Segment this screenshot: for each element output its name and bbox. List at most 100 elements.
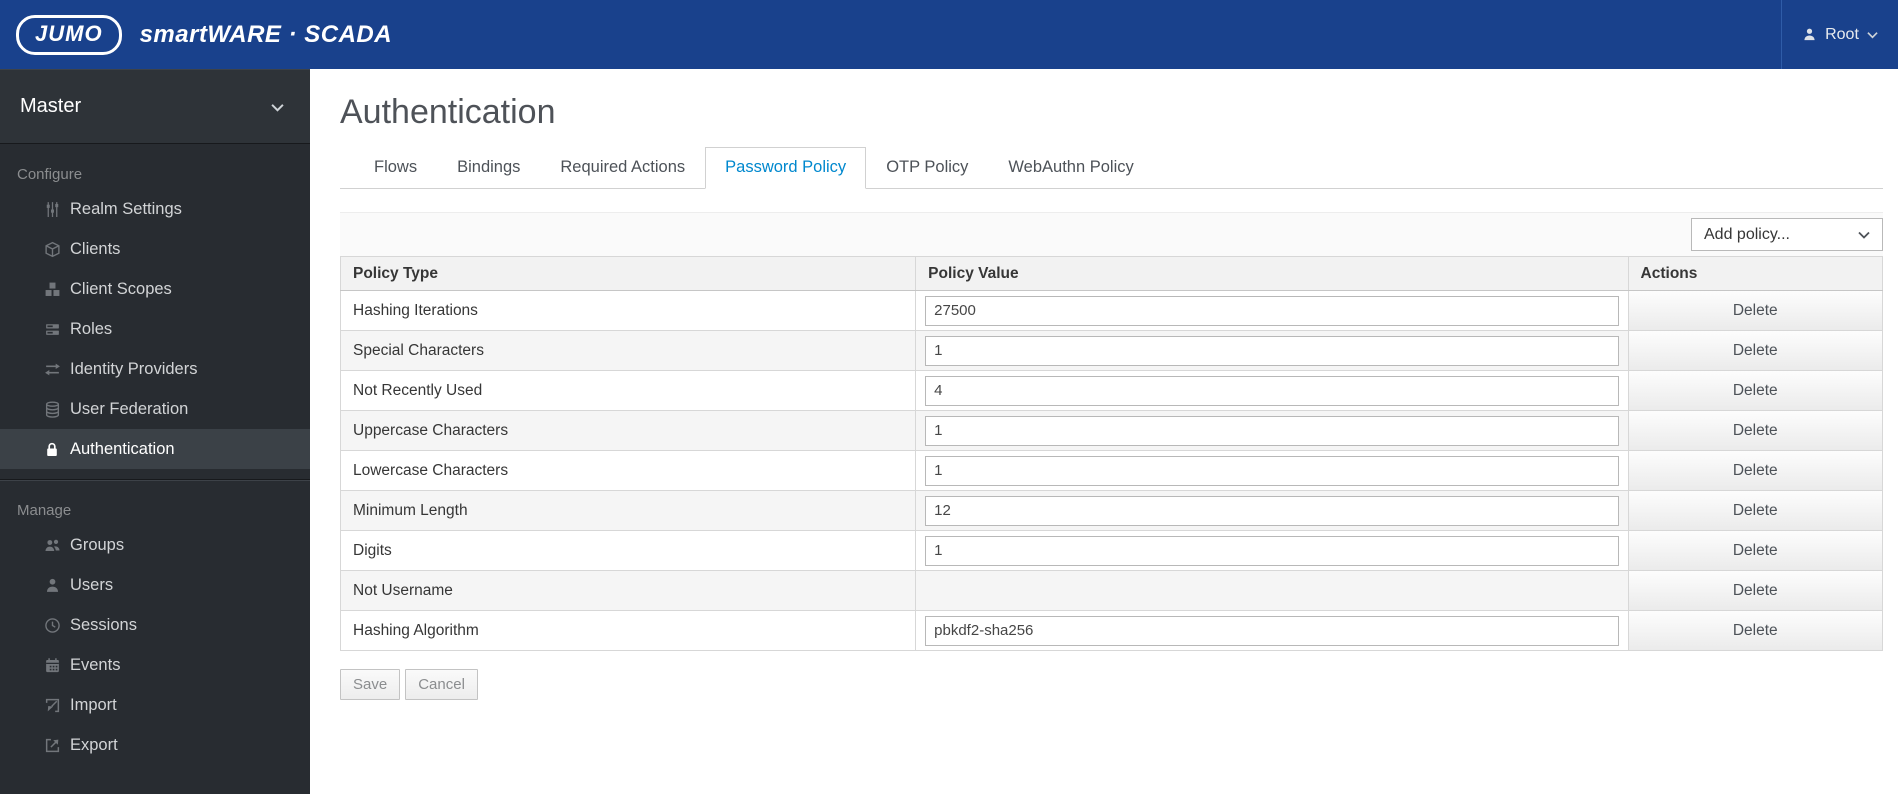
sidebar-item-label: Clients xyxy=(70,239,121,258)
policy-value-cell xyxy=(915,610,1629,651)
sidebar-divider xyxy=(0,479,310,480)
sidebar-item-groups[interactable]: Groups xyxy=(0,525,310,565)
brand: JUMO smartWARE · SCADA xyxy=(0,14,393,55)
calendar-icon xyxy=(44,657,70,674)
column-header-policy-type: Policy Type xyxy=(339,256,917,291)
product-name: smartWARE · SCADA xyxy=(139,20,393,48)
delete-button-hashing-algorithm[interactable]: Delete xyxy=(1628,611,1882,650)
actions-cell: Delete xyxy=(1627,370,1884,411)
delete-button-not-recently-used[interactable]: Delete xyxy=(1628,371,1882,410)
policy-value-cell xyxy=(915,330,1629,371)
policy-type-cell: Not Recently Used xyxy=(339,370,917,411)
policy-table: Policy Type Policy Value Actions Hashing I… xyxy=(339,256,1884,651)
cube-icon xyxy=(44,241,70,258)
delete-button-hashing-iterations[interactable]: Delete xyxy=(1628,291,1882,330)
sidebar-item-export[interactable]: Export xyxy=(0,725,310,765)
sidebar-item-users[interactable]: Users xyxy=(0,565,310,605)
sidebar-item-label: Realm Settings xyxy=(70,199,182,218)
tab-password-policy[interactable]: Password Policy xyxy=(705,147,867,189)
add-policy-select[interactable]: Add policy... xyxy=(1691,218,1883,251)
sidebar-item-authentication[interactable]: Authentication xyxy=(0,429,310,469)
sidebar-item-identity-providers[interactable]: Identity Providers xyxy=(0,349,310,389)
sidebar-item-import[interactable]: Import xyxy=(0,685,310,725)
cancel-button[interactable]: Cancel xyxy=(405,669,478,700)
policy-type-cell: Uppercase Characters xyxy=(339,410,917,451)
policy-value-input-special-characters[interactable] xyxy=(925,335,1619,366)
sidebar: Master Configure Realm Settings Clients Cli… xyxy=(0,69,310,794)
sidebar-item-label: Authentication xyxy=(70,439,175,458)
chevron-down-icon xyxy=(1867,31,1878,39)
policy-value-cell xyxy=(915,370,1629,411)
sidebar-item-user-federation[interactable]: User Federation xyxy=(0,389,310,429)
column-header-policy-value: Policy Value xyxy=(915,256,1629,291)
user-icon xyxy=(44,577,70,594)
group-icon xyxy=(44,537,70,554)
sidebar-section-manage: Manage xyxy=(17,502,72,519)
policy-type-cell: Special Characters xyxy=(339,330,917,371)
table-row-digits: Digits Delete xyxy=(339,530,1884,571)
policy-value-input-minimum-length[interactable] xyxy=(925,495,1619,526)
form-buttons: Save Cancel xyxy=(340,669,1883,700)
sidebar-item-label: Identity Providers xyxy=(70,359,198,378)
delete-button-digits[interactable]: Delete xyxy=(1628,531,1882,570)
delete-button-minimum-length[interactable]: Delete xyxy=(1628,491,1882,530)
exchange-icon xyxy=(44,361,70,378)
tab-flows[interactable]: Flows xyxy=(374,158,418,176)
policy-value-input-digits[interactable] xyxy=(925,535,1619,566)
policy-type-cell: Not Username xyxy=(339,570,917,611)
tab-required-actions[interactable]: Required Actions xyxy=(560,158,686,176)
delete-button-not-username[interactable]: Delete xyxy=(1628,571,1882,610)
actions-cell: Delete xyxy=(1627,290,1884,331)
tab-webauthn-policy[interactable]: WebAuthn Policy xyxy=(1008,158,1134,176)
policy-value-cell xyxy=(915,530,1629,571)
policy-type-cell: Hashing Iterations xyxy=(339,290,917,331)
sidebar-item-label: Sessions xyxy=(70,615,137,634)
table-row-hashing-algorithm: Hashing Algorithm Delete xyxy=(339,610,1884,651)
sidebar-item-clients[interactable]: Clients xyxy=(0,229,310,269)
sidebar-item-client-scopes[interactable]: Client Scopes xyxy=(0,269,310,309)
server-icon xyxy=(44,321,70,338)
policy-value-cell xyxy=(915,570,1629,611)
table-toolbar: Add policy... xyxy=(340,212,1883,256)
export-icon xyxy=(44,737,70,754)
tab-bindings[interactable]: Bindings xyxy=(457,158,521,176)
chevron-down-icon xyxy=(1858,226,1870,244)
sidebar-item-events[interactable]: Events xyxy=(0,645,310,685)
main-content: Authentication Flows Bindings Required Act… xyxy=(310,69,1898,794)
table-row-special-characters: Special Characters Delete xyxy=(339,330,1884,371)
policy-value-input-hashing-iterations[interactable] xyxy=(925,295,1619,326)
policy-value-cell xyxy=(915,490,1629,531)
save-button[interactable]: Save xyxy=(340,669,401,700)
policy-value-input-not-recently-used[interactable] xyxy=(925,375,1619,406)
table-row-not-recently-used: Not Recently Used Delete xyxy=(339,370,1884,411)
realm-selector[interactable]: Master xyxy=(0,69,310,144)
add-policy-label: Add policy... xyxy=(1704,225,1790,243)
actions-cell: Delete xyxy=(1627,410,1884,451)
tab-otp-policy[interactable]: OTP Policy xyxy=(886,158,969,176)
policy-value-cell xyxy=(915,450,1629,491)
sidebar-item-label: Users xyxy=(70,575,114,594)
policy-value-input-hashing-algorithm[interactable] xyxy=(925,615,1619,646)
delete-button-lowercase-characters[interactable]: Delete xyxy=(1628,451,1882,490)
sidebar-item-sessions[interactable]: Sessions xyxy=(0,605,310,645)
user-menu[interactable]: Root xyxy=(1781,0,1898,69)
policy-value-cell xyxy=(915,290,1629,331)
sidebar-item-roles[interactable]: Roles xyxy=(0,309,310,349)
policy-type-cell: Digits xyxy=(339,530,917,571)
actions-cell: Delete xyxy=(1627,490,1884,531)
policy-value-input-lowercase-characters[interactable] xyxy=(925,455,1619,486)
policy-value-input-uppercase-characters[interactable] xyxy=(925,415,1619,446)
table-row-hashing-iterations: Hashing Iterations Delete xyxy=(339,290,1884,331)
table-row-not-username: Not Username Delete xyxy=(339,570,1884,611)
actions-cell: Delete xyxy=(1627,570,1884,611)
cubes-icon xyxy=(44,281,70,298)
actions-cell: Delete xyxy=(1627,530,1884,571)
sidebar-item-realm-settings[interactable]: Realm Settings xyxy=(0,189,310,229)
delete-button-special-characters[interactable]: Delete xyxy=(1628,331,1882,370)
sidebar-item-label: Events xyxy=(70,655,121,674)
realm-name: Master xyxy=(20,94,82,117)
chevron-down-icon xyxy=(271,95,284,118)
delete-button-uppercase-characters[interactable]: Delete xyxy=(1628,411,1882,450)
database-icon xyxy=(44,400,70,418)
sidebar-item-label: Roles xyxy=(70,319,113,338)
